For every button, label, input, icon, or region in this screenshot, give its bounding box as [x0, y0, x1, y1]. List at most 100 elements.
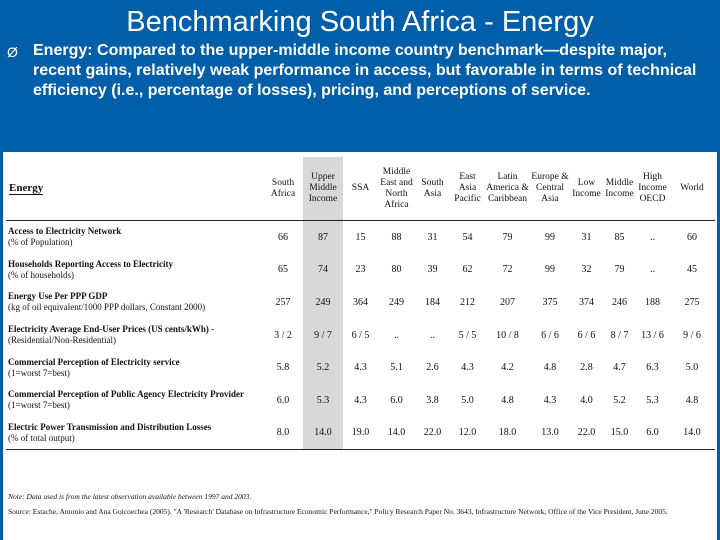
column-header: Middle East and North Africa	[378, 157, 415, 221]
table-cell: 4.0	[580, 394, 593, 406]
row-label: Households Reporting Access to Electrici…	[6, 254, 263, 287]
table-cell: 5.2	[303, 351, 343, 384]
table-cell: 375	[542, 296, 558, 308]
row-title: Commercial Perception of Electricity ser…	[8, 356, 180, 367]
row-label: Electric Power Transmission and Distribu…	[6, 416, 263, 451]
table-row: Commercial Perception of Public Agency E…	[6, 383, 715, 417]
table-cell: 184	[425, 296, 440, 308]
table-cell: 4.3	[461, 362, 474, 374]
column-header: Europe & Central Asia	[530, 157, 570, 221]
table-cell: 249	[389, 296, 404, 308]
column-header: World	[669, 157, 715, 221]
table-cell: 3 / 2	[274, 329, 292, 341]
row-title: Electricity Average End-User Prices (US …	[8, 324, 215, 335]
table-cell: 6.0	[276, 394, 290, 406]
table-cell: 4.3	[354, 362, 367, 374]
table-cell: 10 / 8	[496, 329, 519, 341]
table-row: Electric Power Transmission and Distribu…	[6, 416, 715, 451]
table-cell: 85	[614, 231, 625, 243]
table-cell: 4.3	[354, 394, 367, 406]
table-cell: 4.8	[501, 394, 514, 406]
row-subtitle: (% of households)	[8, 269, 74, 280]
table-cell: 9 / 6	[683, 329, 701, 341]
table-cell: 65	[278, 264, 288, 276]
table-cell: 19.0	[343, 416, 378, 451]
row-title: Households Reporting Access to Electrici…	[8, 258, 173, 269]
table-cell: 4.3	[543, 394, 557, 406]
table-cell: 22.0	[570, 416, 603, 451]
table-cell: 39	[427, 264, 438, 276]
table-cell: 374	[579, 296, 594, 308]
table-source: Source: Estache, Antonio and Ana Goicoec…	[8, 506, 668, 516]
table-cell: 364	[353, 296, 368, 308]
table-cell: 23	[355, 264, 366, 276]
table-cell: 31	[427, 231, 438, 243]
table-cell: 13 / 6	[641, 329, 664, 341]
table-cell: 14.0	[669, 416, 715, 451]
table-cell: 8.0	[263, 416, 303, 451]
table-heading: Energy	[6, 157, 263, 221]
row-label: Energy Use Per PPP GDP (kg of oil equival…	[6, 286, 263, 319]
column-header: South Asia	[415, 157, 450, 221]
row-subtitle: (1=worst 7=best)	[8, 367, 70, 378]
table-cell: 5 / 5	[458, 329, 477, 341]
table-row: Electricity Average End-User Prices (US …	[6, 318, 715, 352]
table-cell: 257	[275, 296, 291, 308]
table-cell: 32	[581, 264, 592, 276]
table-cell: 188	[645, 296, 660, 308]
table-cell: 62	[462, 264, 473, 276]
table-cell: 275	[684, 296, 700, 308]
table-cell: 5.0	[685, 362, 699, 374]
row-title: Energy Use Per PPP GDP	[8, 291, 108, 302]
column-header: Middle Income	[603, 157, 636, 221]
table-cell: 4.2	[501, 362, 514, 374]
table-cell: 6 / 6	[577, 329, 596, 341]
table-cell: 6.0	[390, 394, 403, 406]
column-header: South Africa	[263, 157, 303, 221]
table-cell: 6.0	[636, 416, 669, 451]
table-image: Energy South Africa Upper Middle Income …	[3, 152, 717, 540]
column-header: High Income OECD	[636, 157, 669, 221]
table-cell: 45	[687, 264, 697, 276]
table-cell: 72	[502, 264, 513, 276]
table-cell: 9 / 7	[303, 318, 343, 352]
table-cell: 3.8	[426, 394, 439, 406]
table-cell: 14.0	[378, 416, 415, 451]
table-cell: 14.0	[303, 416, 343, 451]
table-cell: 15	[355, 231, 366, 243]
row-title: Commercial Perception of Public Agency E…	[8, 389, 244, 400]
table-row: Energy Use Per PPP GDP (kg of oil equival…	[6, 286, 715, 319]
row-label: Access to Electricity Network (% of Popul…	[6, 221, 263, 254]
table-cell: 212	[460, 296, 475, 308]
table-header-row: Energy South Africa Upper Middle Income …	[6, 157, 715, 221]
table-cell: 18.0	[485, 416, 530, 451]
benchmark-table: Energy South Africa Upper Middle Income …	[6, 157, 715, 451]
table-cell: 207	[500, 296, 515, 308]
row-subtitle: (% of total output)	[8, 432, 75, 443]
column-header: SSA	[343, 157, 378, 221]
table-cell: 22.0	[415, 416, 450, 451]
table-cell: 79	[502, 231, 513, 243]
table-cell: 5.2	[613, 394, 626, 406]
row-subtitle: (1=worst 7=best)	[8, 400, 70, 411]
table-cell: 31	[581, 231, 592, 243]
row-title: Electric Power Transmission and Distribu…	[8, 421, 212, 432]
table-cell: 60	[687, 231, 697, 243]
column-header: Latin America & Caribbean	[485, 157, 530, 221]
table-cell: 5.3	[646, 394, 659, 406]
row-subtitle: (% of Population)	[8, 237, 73, 248]
table-cell: ..	[430, 329, 435, 341]
table-cell: ..	[650, 231, 655, 243]
row-label: Commercial Perception of Public Agency E…	[6, 384, 263, 417]
table-cell: 80	[391, 264, 402, 276]
bullet-arrow-icon: Ø	[7, 44, 18, 60]
table-cell: 5.1	[390, 362, 403, 374]
table-cell: 4.8	[685, 394, 699, 406]
column-header: Upper Middle Income	[303, 157, 343, 221]
row-label: Commercial Perception of Electricity ser…	[6, 351, 263, 384]
table-note: Note: Data used is from the latest obser…	[8, 492, 252, 501]
row-title: Access to Electricity Network	[8, 226, 122, 237]
table-cell: 99	[545, 264, 555, 276]
column-header: Low Income	[570, 157, 603, 221]
table-cell: 6 / 6	[541, 329, 559, 341]
